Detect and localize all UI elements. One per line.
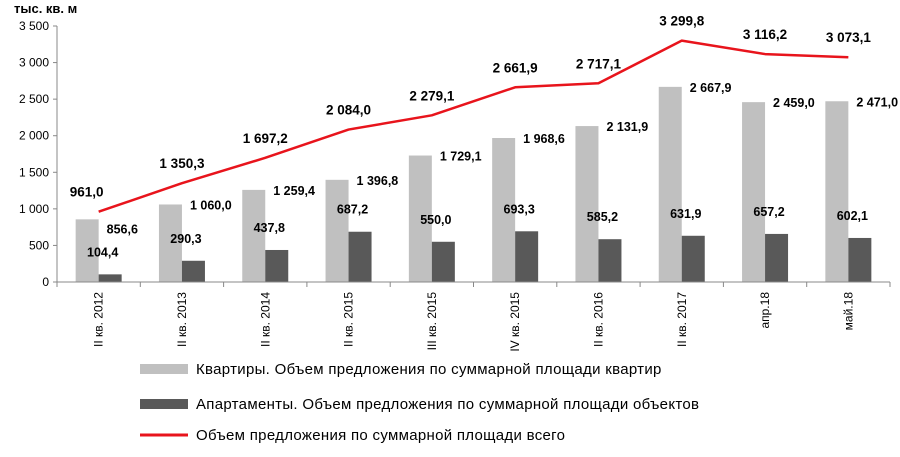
apartments-bar bbox=[681, 235, 705, 282]
apartment-flats-bar bbox=[325, 179, 349, 282]
apartments-value-label: 104,4 bbox=[87, 245, 118, 259]
apartments-value-label: 687,2 bbox=[337, 203, 368, 217]
apartment-flats-value-label: 856,6 bbox=[107, 222, 138, 236]
x-tick-label: II кв. 2014 bbox=[258, 292, 272, 347]
x-tick-label: II кв. 2015 bbox=[342, 292, 356, 347]
apartments-value-label: 585,2 bbox=[587, 210, 618, 224]
total-value-label: 3 299,8 bbox=[659, 14, 705, 29]
y-tick-label: 500 bbox=[29, 238, 49, 252]
legend-apartments-swatch bbox=[140, 399, 188, 409]
apartment-flats-value-label: 2 471,0 bbox=[856, 95, 898, 109]
apartment-flats-bar bbox=[242, 189, 266, 282]
apartments-value-label: 657,2 bbox=[753, 205, 784, 219]
y-tick-label: 1 000 bbox=[19, 202, 49, 216]
legend-apartment-flats-swatch bbox=[140, 364, 188, 374]
apartment-flats-value-label: 2 131,9 bbox=[606, 120, 648, 134]
apartment-flats-bar bbox=[575, 126, 599, 282]
apartments-value-label: 693,3 bbox=[504, 202, 535, 216]
apartments-bar bbox=[515, 231, 539, 282]
x-tick-label: III кв. 2015 bbox=[425, 292, 439, 351]
total-value-label: 3 116,2 bbox=[743, 27, 787, 42]
apartment-flats-value-label: 1 729,1 bbox=[440, 150, 482, 164]
total-value-label: 2 279,1 bbox=[409, 88, 455, 103]
apartments-value-label: 437,8 bbox=[254, 221, 285, 235]
apartment-flats-value-label: 1 396,8 bbox=[357, 174, 399, 188]
apartment-flats-bar bbox=[408, 155, 432, 282]
x-tick-label: II кв. 2016 bbox=[591, 292, 605, 347]
apartments-bar bbox=[265, 249, 289, 282]
legend-total-text: Объем предложения по суммарной площади в… bbox=[196, 427, 565, 444]
apartments-bar bbox=[181, 260, 205, 282]
apartments-bar bbox=[765, 233, 789, 282]
apartments-bar bbox=[848, 237, 872, 282]
apartment-flats-bar bbox=[75, 219, 99, 282]
total-value-label: 2 661,9 bbox=[493, 60, 538, 75]
total-line-layer bbox=[98, 39, 849, 213]
apartments-bar bbox=[348, 231, 372, 282]
total-series-line bbox=[98, 39, 849, 213]
x-tick-label: II кв. 2013 bbox=[175, 292, 189, 347]
apartment-flats-value-label: 1 968,6 bbox=[523, 132, 565, 146]
x-tick-label: II кв. 2017 bbox=[675, 292, 689, 347]
apartments-value-label: 631,9 bbox=[670, 207, 701, 221]
x-tick-label: IV кв. 2015 bbox=[508, 292, 522, 352]
data-labels-layer: 961,0 856,6 104,4 1 350,3 1 060,0 290,3 1 697,… bbox=[70, 14, 898, 260]
y-axis-label: тыс. кв. м bbox=[14, 1, 77, 16]
y-tick-label: 2 500 bbox=[19, 92, 49, 106]
total-value-label: 1 697,2 bbox=[243, 131, 288, 146]
total-value-label: 3 073,1 bbox=[826, 30, 872, 45]
legend-apartments-text: Апартаменты. Объем предложения по суммар… bbox=[196, 396, 699, 413]
total-value-label: 2 084,0 bbox=[326, 103, 371, 118]
apartment-flats-value-label: 2 459,0 bbox=[773, 96, 815, 110]
apartment-flats-bar bbox=[492, 138, 516, 282]
apartments-bar bbox=[98, 274, 122, 282]
legend: Квартиры. Объем предложения по суммарной… bbox=[140, 361, 699, 444]
legend-apartment-flats-text: Квартиры. Объем предложения по суммарной… bbox=[196, 361, 662, 378]
apartment-flats-bar bbox=[158, 204, 182, 282]
apartments-value-label: 290,3 bbox=[170, 232, 201, 246]
apartments-bar bbox=[598, 239, 622, 282]
x-tick-label: II кв. 2012 bbox=[92, 292, 106, 347]
apartment-flats-value-label: 1 259,4 bbox=[273, 184, 315, 198]
apartment-flats-bar bbox=[742, 102, 766, 282]
total-value-label: 2 717,1 bbox=[576, 56, 622, 71]
axes-layer: 0 500 1 000 1 500 2 000 2 500 3 000 3 500 II кв.… bbox=[19, 19, 891, 352]
bars-layer bbox=[75, 86, 872, 282]
apartment-flats-bar bbox=[825, 101, 849, 282]
y-tick-label: 3 000 bbox=[19, 56, 49, 70]
y-tick-label: 1 500 bbox=[19, 165, 49, 179]
total-value-label: 961,0 bbox=[70, 185, 104, 200]
x-tick-label: апр.18 bbox=[758, 292, 772, 329]
y-tick-label: 2 000 bbox=[19, 129, 49, 143]
x-tick-label: май.18 bbox=[841, 292, 855, 331]
apartments-bar bbox=[431, 241, 455, 282]
apartment-flats-bar bbox=[658, 86, 682, 282]
y-tick-label: 3 500 bbox=[19, 19, 49, 33]
apartment-flats-value-label: 1 060,0 bbox=[190, 198, 232, 212]
apartments-value-label: 602,1 bbox=[837, 209, 868, 223]
y-tick-label: 0 bbox=[42, 275, 49, 289]
apartments-value-label: 550,0 bbox=[420, 213, 451, 227]
apartment-flats-value-label: 2 667,9 bbox=[690, 81, 732, 95]
total-value-label: 1 350,3 bbox=[159, 156, 205, 171]
